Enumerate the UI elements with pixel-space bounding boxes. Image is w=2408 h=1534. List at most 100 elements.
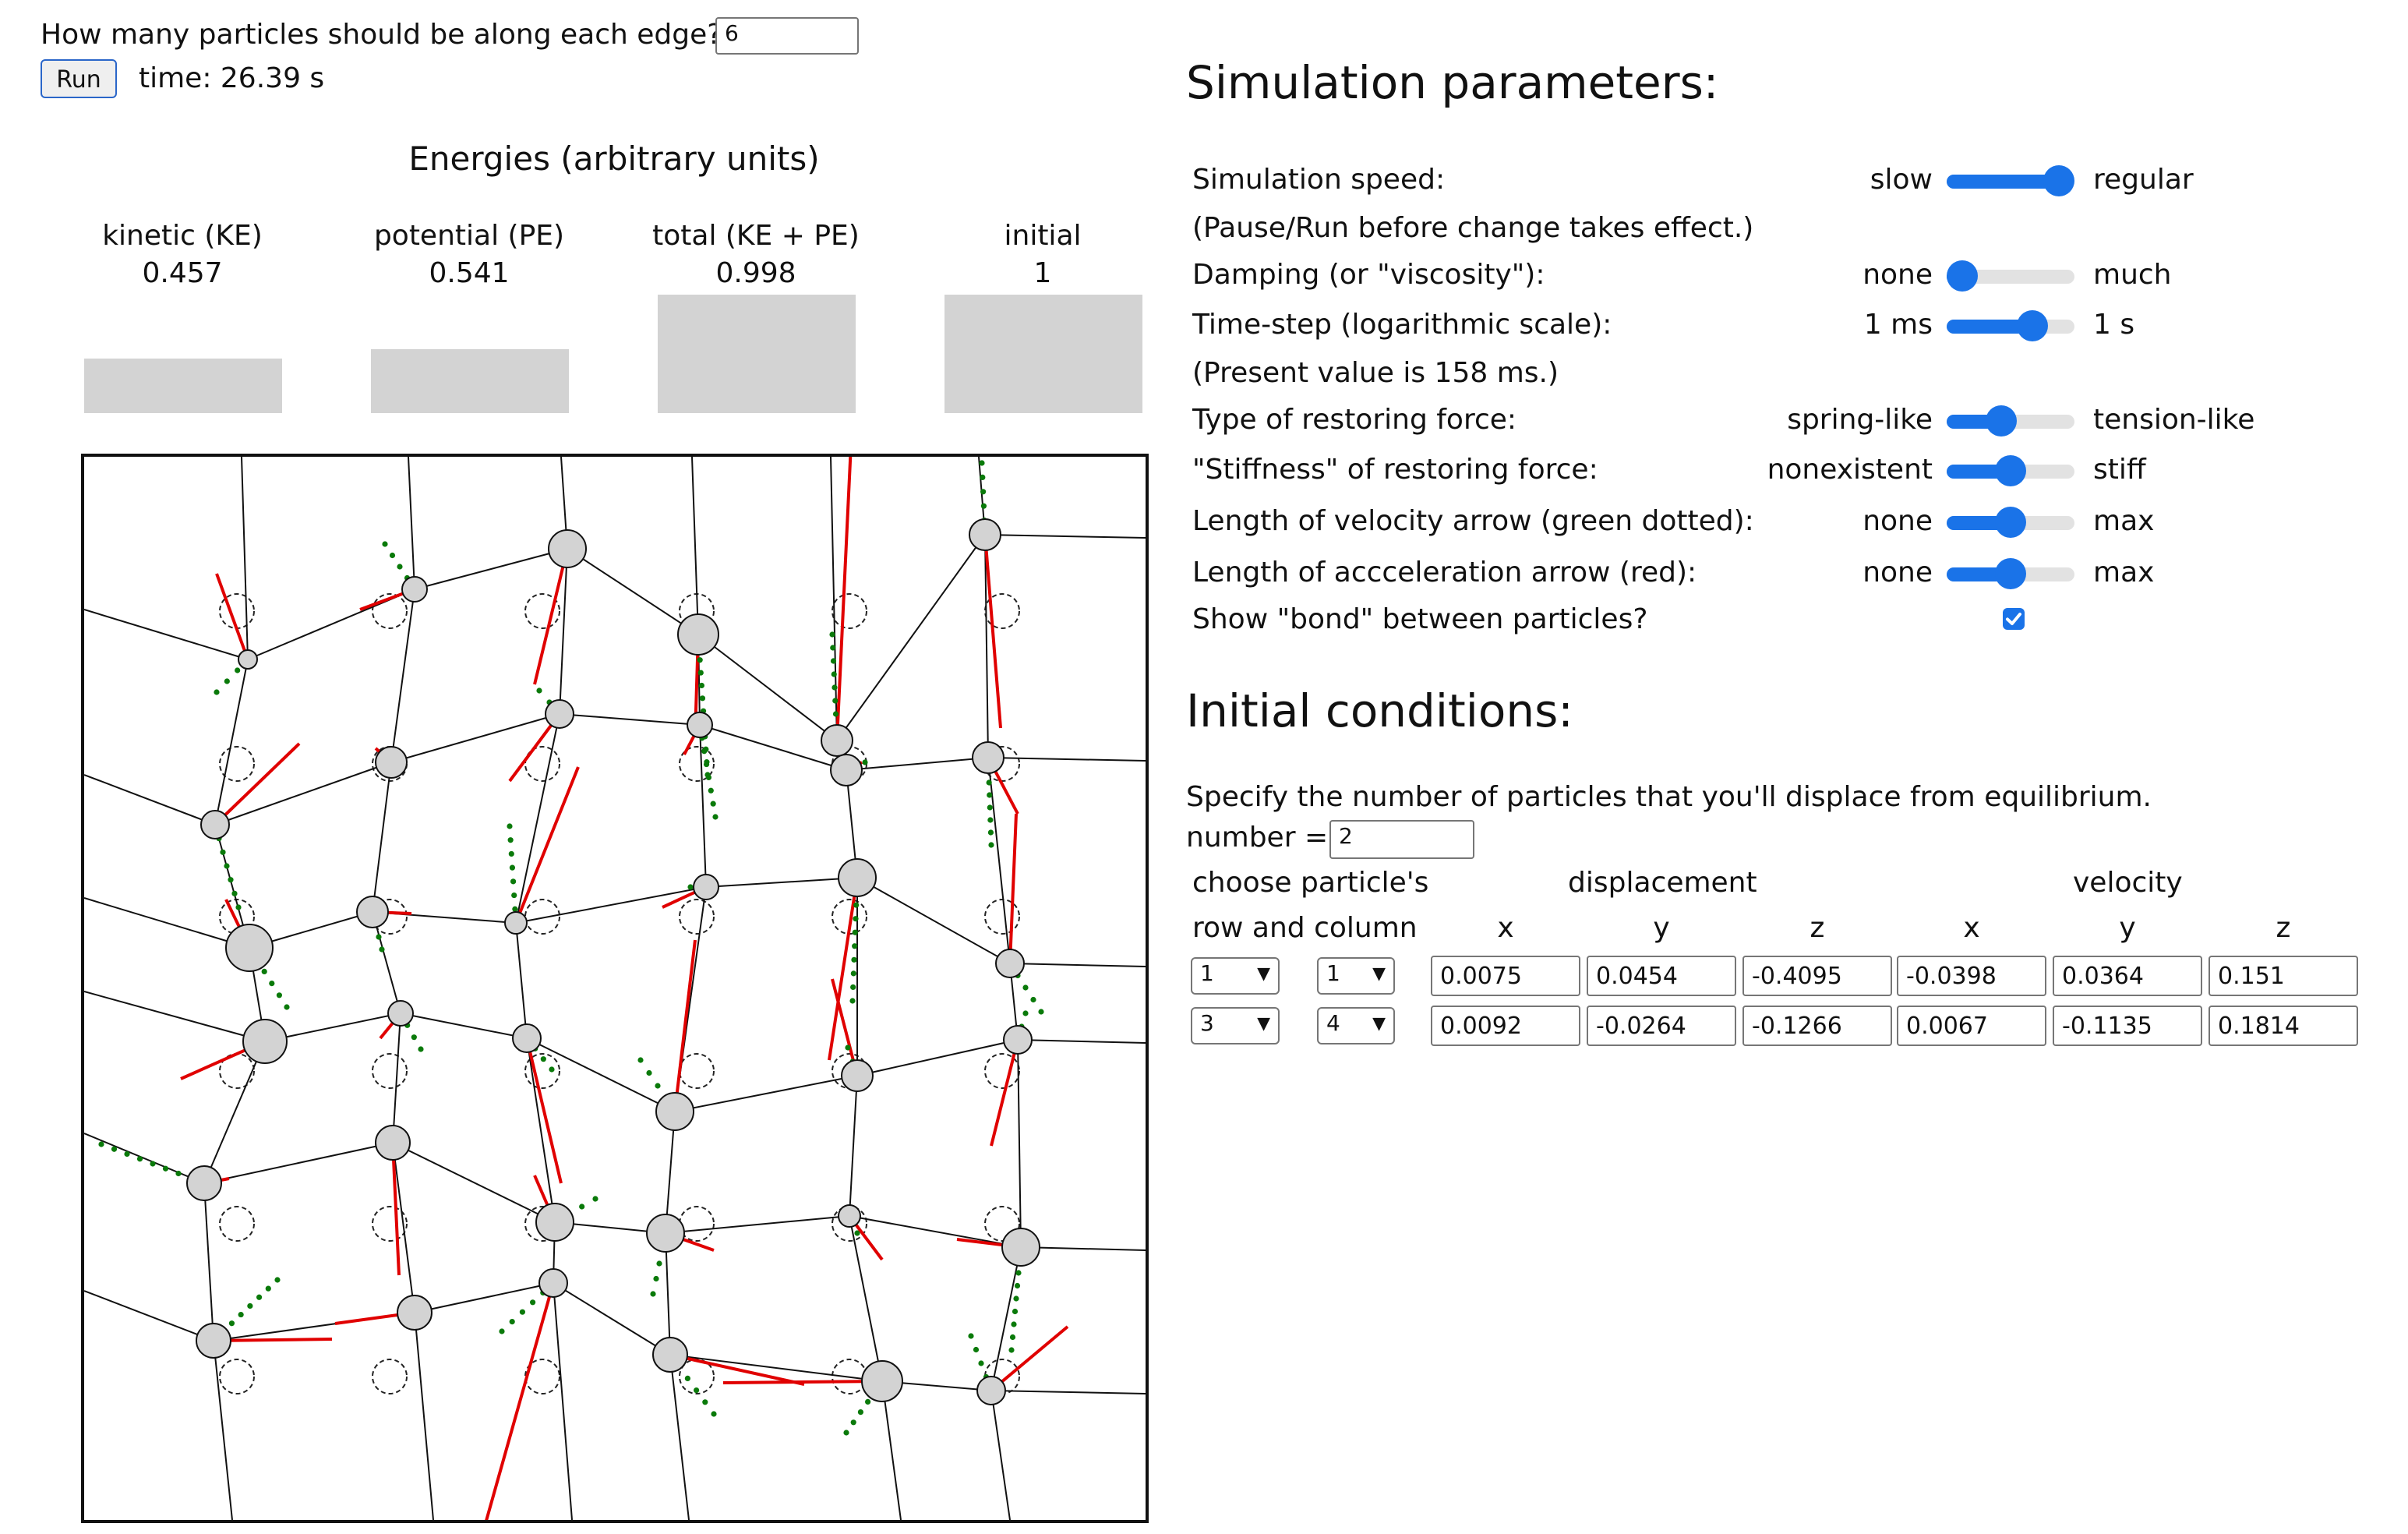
velocity-dot (988, 842, 994, 848)
particle (545, 699, 574, 729)
vel-y-input[interactable]: -0.1135 (2053, 1006, 2202, 1046)
velocity-dot (508, 850, 514, 857)
velocity-dot (703, 761, 710, 768)
velocity-dot (687, 884, 694, 890)
particle (196, 1323, 231, 1359)
bond-line (856, 1039, 1019, 1076)
velocity-dot (376, 934, 382, 940)
velocity-dot (980, 503, 987, 509)
slider-thumb[interactable] (2043, 165, 2074, 196)
velocity-dot (509, 864, 516, 871)
param-label-force-type: Type of restoring force: (1192, 404, 1517, 437)
velocity-dot (710, 801, 716, 807)
velocity-dot (512, 906, 518, 912)
acceleration-arrow (673, 939, 697, 1112)
disp-z-input[interactable]: -0.1266 (1742, 1006, 1892, 1046)
energy-value: 0.541 (429, 257, 510, 290)
force-type-slider[interactable] (1947, 405, 2074, 437)
bond-line (392, 1013, 401, 1143)
vel-x-input[interactable]: 0.0067 (1897, 1006, 2046, 1046)
velocity-dot (656, 1260, 662, 1267)
disp-y-input[interactable]: 0.0454 (1587, 956, 1736, 996)
bond-line (990, 1246, 1022, 1391)
disp-x-input[interactable]: 0.0092 (1431, 1006, 1580, 1046)
bond-line (1017, 1039, 1146, 1044)
slider-thumb[interactable] (2017, 310, 2048, 341)
velocity-dot (851, 956, 857, 963)
velocity-dot (655, 1083, 661, 1089)
vel-z-input[interactable]: 0.151 (2209, 956, 2358, 996)
disp-x-input[interactable]: 0.0075 (1431, 956, 1580, 996)
param-label-timestep: Time-step (logarithmic scale): (1192, 309, 1612, 341)
particle (693, 874, 719, 900)
row-select[interactable]: 1 ▼ (1191, 957, 1280, 995)
vel-y-input[interactable]: 0.0364 (2053, 956, 2202, 996)
accel-arrow-slider[interactable] (1947, 558, 2074, 589)
disp-z-input[interactable]: -0.4095 (1742, 956, 1892, 996)
particle (535, 1203, 574, 1242)
particle (504, 911, 528, 935)
bond-line (84, 609, 249, 660)
velocity-dot (854, 1230, 860, 1236)
bond-line (849, 1075, 858, 1217)
accel-arrow-min-label: none (1862, 557, 1933, 589)
vel-x-input[interactable]: -0.0398 (1897, 956, 2046, 996)
show-bond-checkbox[interactable] (2003, 608, 2025, 630)
energy-bar-total (658, 295, 856, 413)
run-button[interactable]: Run (41, 59, 117, 98)
acceleration-arrow (214, 742, 301, 826)
equilibrium-marker (984, 593, 1020, 629)
simulation-canvas[interactable] (81, 454, 1149, 1523)
velocity-dot (411, 1034, 417, 1041)
stiffness-max-label: stiff (2093, 454, 2146, 486)
bond-line (559, 548, 568, 715)
disp-y-input[interactable]: -0.0264 (1587, 1006, 1736, 1046)
velocity-dot (968, 1333, 974, 1339)
velocity-dot (507, 837, 514, 843)
energy-label: initial (1004, 220, 1082, 253)
edge-count-input[interactable]: 6 (715, 17, 859, 55)
row-select[interactable]: 3 ▼ (1191, 1007, 1280, 1044)
velocity-dot (1009, 1334, 1016, 1341)
velocity-dot (845, 1044, 851, 1051)
bond-line (241, 457, 249, 660)
slider-thumb[interactable] (1947, 260, 1978, 292)
bond-line (390, 713, 560, 763)
param-label-accel-arrow: Length of accceleration arrow (red): (1192, 557, 1697, 589)
stiffness-slider[interactable] (1947, 455, 2074, 486)
velocity-dot (224, 678, 230, 684)
velocity-dot (549, 1066, 555, 1073)
velocity-header: velocity (2073, 867, 2183, 900)
bond-line (414, 1312, 434, 1520)
params-title: Simulation parameters: (1186, 56, 1719, 109)
disp-z-header: z (1810, 912, 1825, 945)
velocity-dot (650, 1291, 656, 1297)
bond-line (665, 1215, 850, 1234)
displacement-header: displacement (1568, 867, 1757, 900)
speed-slider[interactable] (1947, 165, 2074, 196)
velocity-arrow-slider[interactable] (1947, 507, 2074, 538)
timestep-min-label: 1 ms (1863, 309, 1933, 341)
vel-z-input[interactable]: 0.1814 (2209, 1006, 2358, 1046)
slider-thumb[interactable] (1995, 558, 2026, 589)
damping-slider[interactable] (1947, 260, 2074, 292)
slider-thumb[interactable] (1995, 455, 2026, 486)
timestep-slider[interactable] (1947, 310, 2074, 341)
bond-line (856, 877, 1011, 964)
slider-thumb[interactable] (1995, 507, 2026, 538)
velocity-dot (98, 1141, 104, 1147)
number-input[interactable]: 2 (1329, 820, 1474, 859)
checkmark-icon (2006, 613, 2021, 625)
velocity-dot (228, 877, 234, 883)
energy-value: 0.457 (142, 257, 223, 290)
bond-line (699, 724, 707, 888)
bond-line (830, 457, 838, 741)
slider-thumb[interactable] (1986, 405, 2017, 437)
velocity-dot (980, 474, 986, 480)
column-select[interactable]: 1 ▼ (1317, 957, 1395, 995)
column-select[interactable]: 4 ▼ (1317, 1007, 1395, 1044)
acceleration-arrow (525, 1037, 563, 1184)
velocity-dot (1038, 1009, 1044, 1015)
particle (401, 576, 428, 603)
acceleration-arrow (533, 548, 569, 685)
